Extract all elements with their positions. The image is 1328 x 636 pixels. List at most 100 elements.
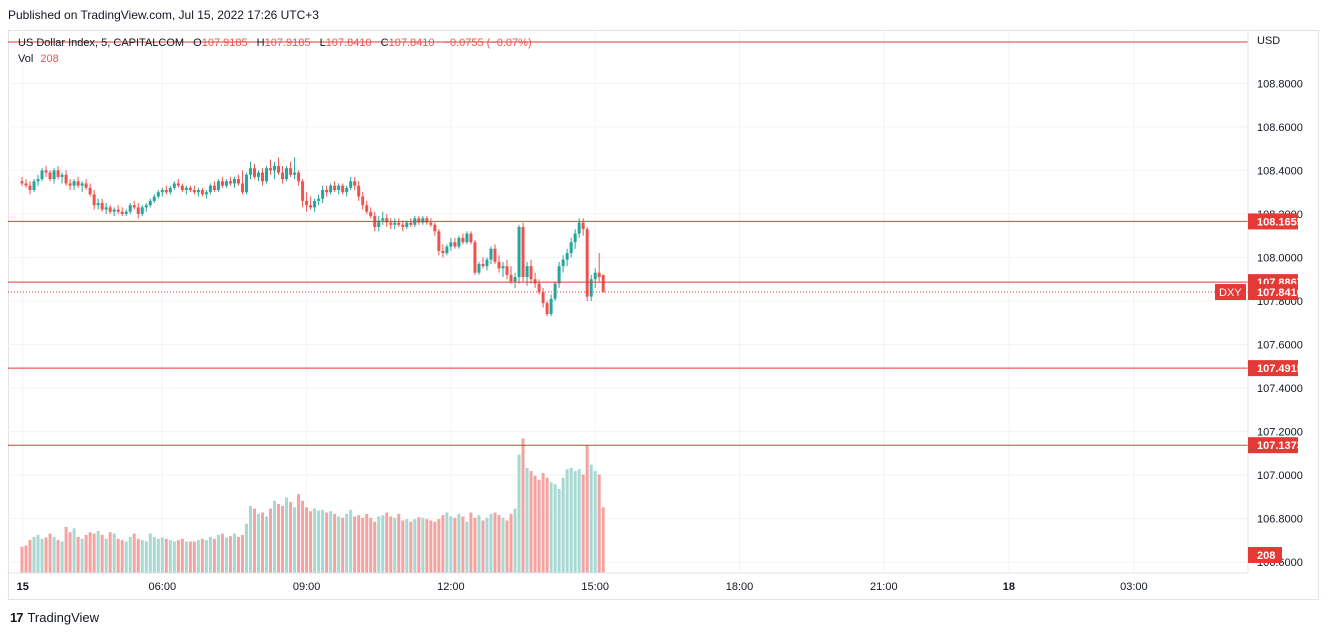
volume-bar (216, 534, 220, 573)
volume-bar (405, 519, 409, 573)
candle-body (505, 266, 509, 275)
volume-bar (285, 497, 289, 573)
candle-body (317, 198, 321, 201)
volume-label-box (1248, 547, 1282, 563)
candle-body (537, 283, 541, 293)
candle-body (573, 233, 577, 243)
volume-bar (589, 464, 593, 573)
time-tick-label: 06:00 (149, 581, 177, 593)
volume-bar (505, 520, 509, 573)
candle-body (477, 263, 481, 273)
candle-body (36, 179, 40, 182)
candle-body (192, 189, 196, 193)
volume-bar (48, 533, 52, 573)
candle-body (244, 174, 248, 193)
volume-bar (501, 517, 505, 573)
candle-body (341, 185, 345, 193)
candle-body (216, 181, 220, 190)
volume-bar (557, 488, 561, 573)
candle-body (140, 207, 144, 214)
volume-bar (168, 540, 172, 573)
volume-bar (152, 536, 156, 573)
candle-body (469, 233, 473, 243)
symbol-tag-box (1215, 284, 1246, 301)
candle-body (553, 283, 557, 299)
candle-body (585, 229, 589, 297)
candle-body (433, 224, 437, 232)
tradingview-logo-icon: 17 (10, 610, 24, 625)
candle-body (72, 181, 76, 186)
volume-bar (309, 511, 313, 573)
volume-bar (140, 540, 144, 573)
candle-body (40, 170, 44, 180)
volume-bar (437, 519, 441, 573)
volume-bar (353, 516, 357, 573)
time-tick-label: 21:00 (870, 581, 898, 593)
volume-bar (533, 475, 537, 573)
volume-bar (240, 534, 244, 573)
volume-bar (593, 471, 597, 573)
volume-bar (365, 513, 369, 573)
volume-bar (601, 507, 605, 573)
candle-body (457, 237, 461, 247)
volume-bar (397, 513, 401, 573)
volume-bar (553, 484, 557, 573)
price-tick-label: 107.0000 (1257, 470, 1303, 482)
candle-body (248, 168, 252, 175)
volume-bar (68, 532, 72, 573)
volume-bar (176, 540, 180, 573)
candle-body (425, 218, 429, 223)
volume-bar (369, 517, 373, 573)
candle-body (76, 181, 80, 186)
candle-body (509, 274, 513, 282)
volume-bar (389, 516, 393, 573)
candle-body (325, 189, 329, 193)
volume-bar (269, 508, 273, 573)
candle-body (401, 224, 405, 227)
candle-body (32, 181, 36, 190)
candle-body (84, 183, 88, 188)
grid-lines (8, 30, 1248, 573)
volume-bar (433, 521, 437, 573)
volume-bar (573, 471, 577, 573)
volume-bar (461, 516, 465, 573)
candle-body (329, 185, 333, 193)
candle-body (321, 189, 325, 199)
tradingview-brand: TradingView (27, 610, 100, 625)
candle-body (349, 181, 353, 188)
candle-body (80, 183, 84, 186)
volume-bar (521, 438, 525, 573)
low-key: L (319, 37, 326, 49)
volume-bar (401, 520, 405, 573)
candle-body (256, 172, 260, 177)
volume-bar (537, 479, 541, 573)
volume-bar (164, 538, 168, 573)
volume-bars (20, 438, 605, 573)
volume-bar (204, 540, 208, 573)
volume-bar (200, 538, 204, 573)
price-chart[interactable]: USD106.6000106.8000107.0000107.2000107.4… (8, 30, 1319, 600)
candle-body (357, 185, 361, 197)
volume-bar (301, 500, 305, 573)
volume-bar (261, 512, 264, 573)
candle-body (68, 183, 72, 186)
volume-bar (64, 527, 68, 573)
volume-bar (76, 536, 80, 573)
volume-bar (577, 469, 581, 573)
volume-bar (457, 513, 461, 573)
volume-bar (569, 467, 573, 573)
candle-body (176, 183, 180, 186)
candle-body (172, 183, 176, 188)
candle-body (549, 298, 553, 315)
candle-body (152, 196, 156, 201)
candle-body (136, 207, 140, 214)
volume-bar (52, 536, 56, 573)
candlesticks (20, 157, 605, 317)
candle-body (132, 205, 136, 208)
volume-bar (333, 513, 337, 573)
time-tick-label: 18:00 (726, 581, 754, 593)
volume-bar (289, 502, 293, 573)
volume-bar (80, 538, 84, 573)
volume-bar (236, 536, 240, 573)
tradingview-logo[interactable]: 17 TradingView (10, 610, 99, 625)
